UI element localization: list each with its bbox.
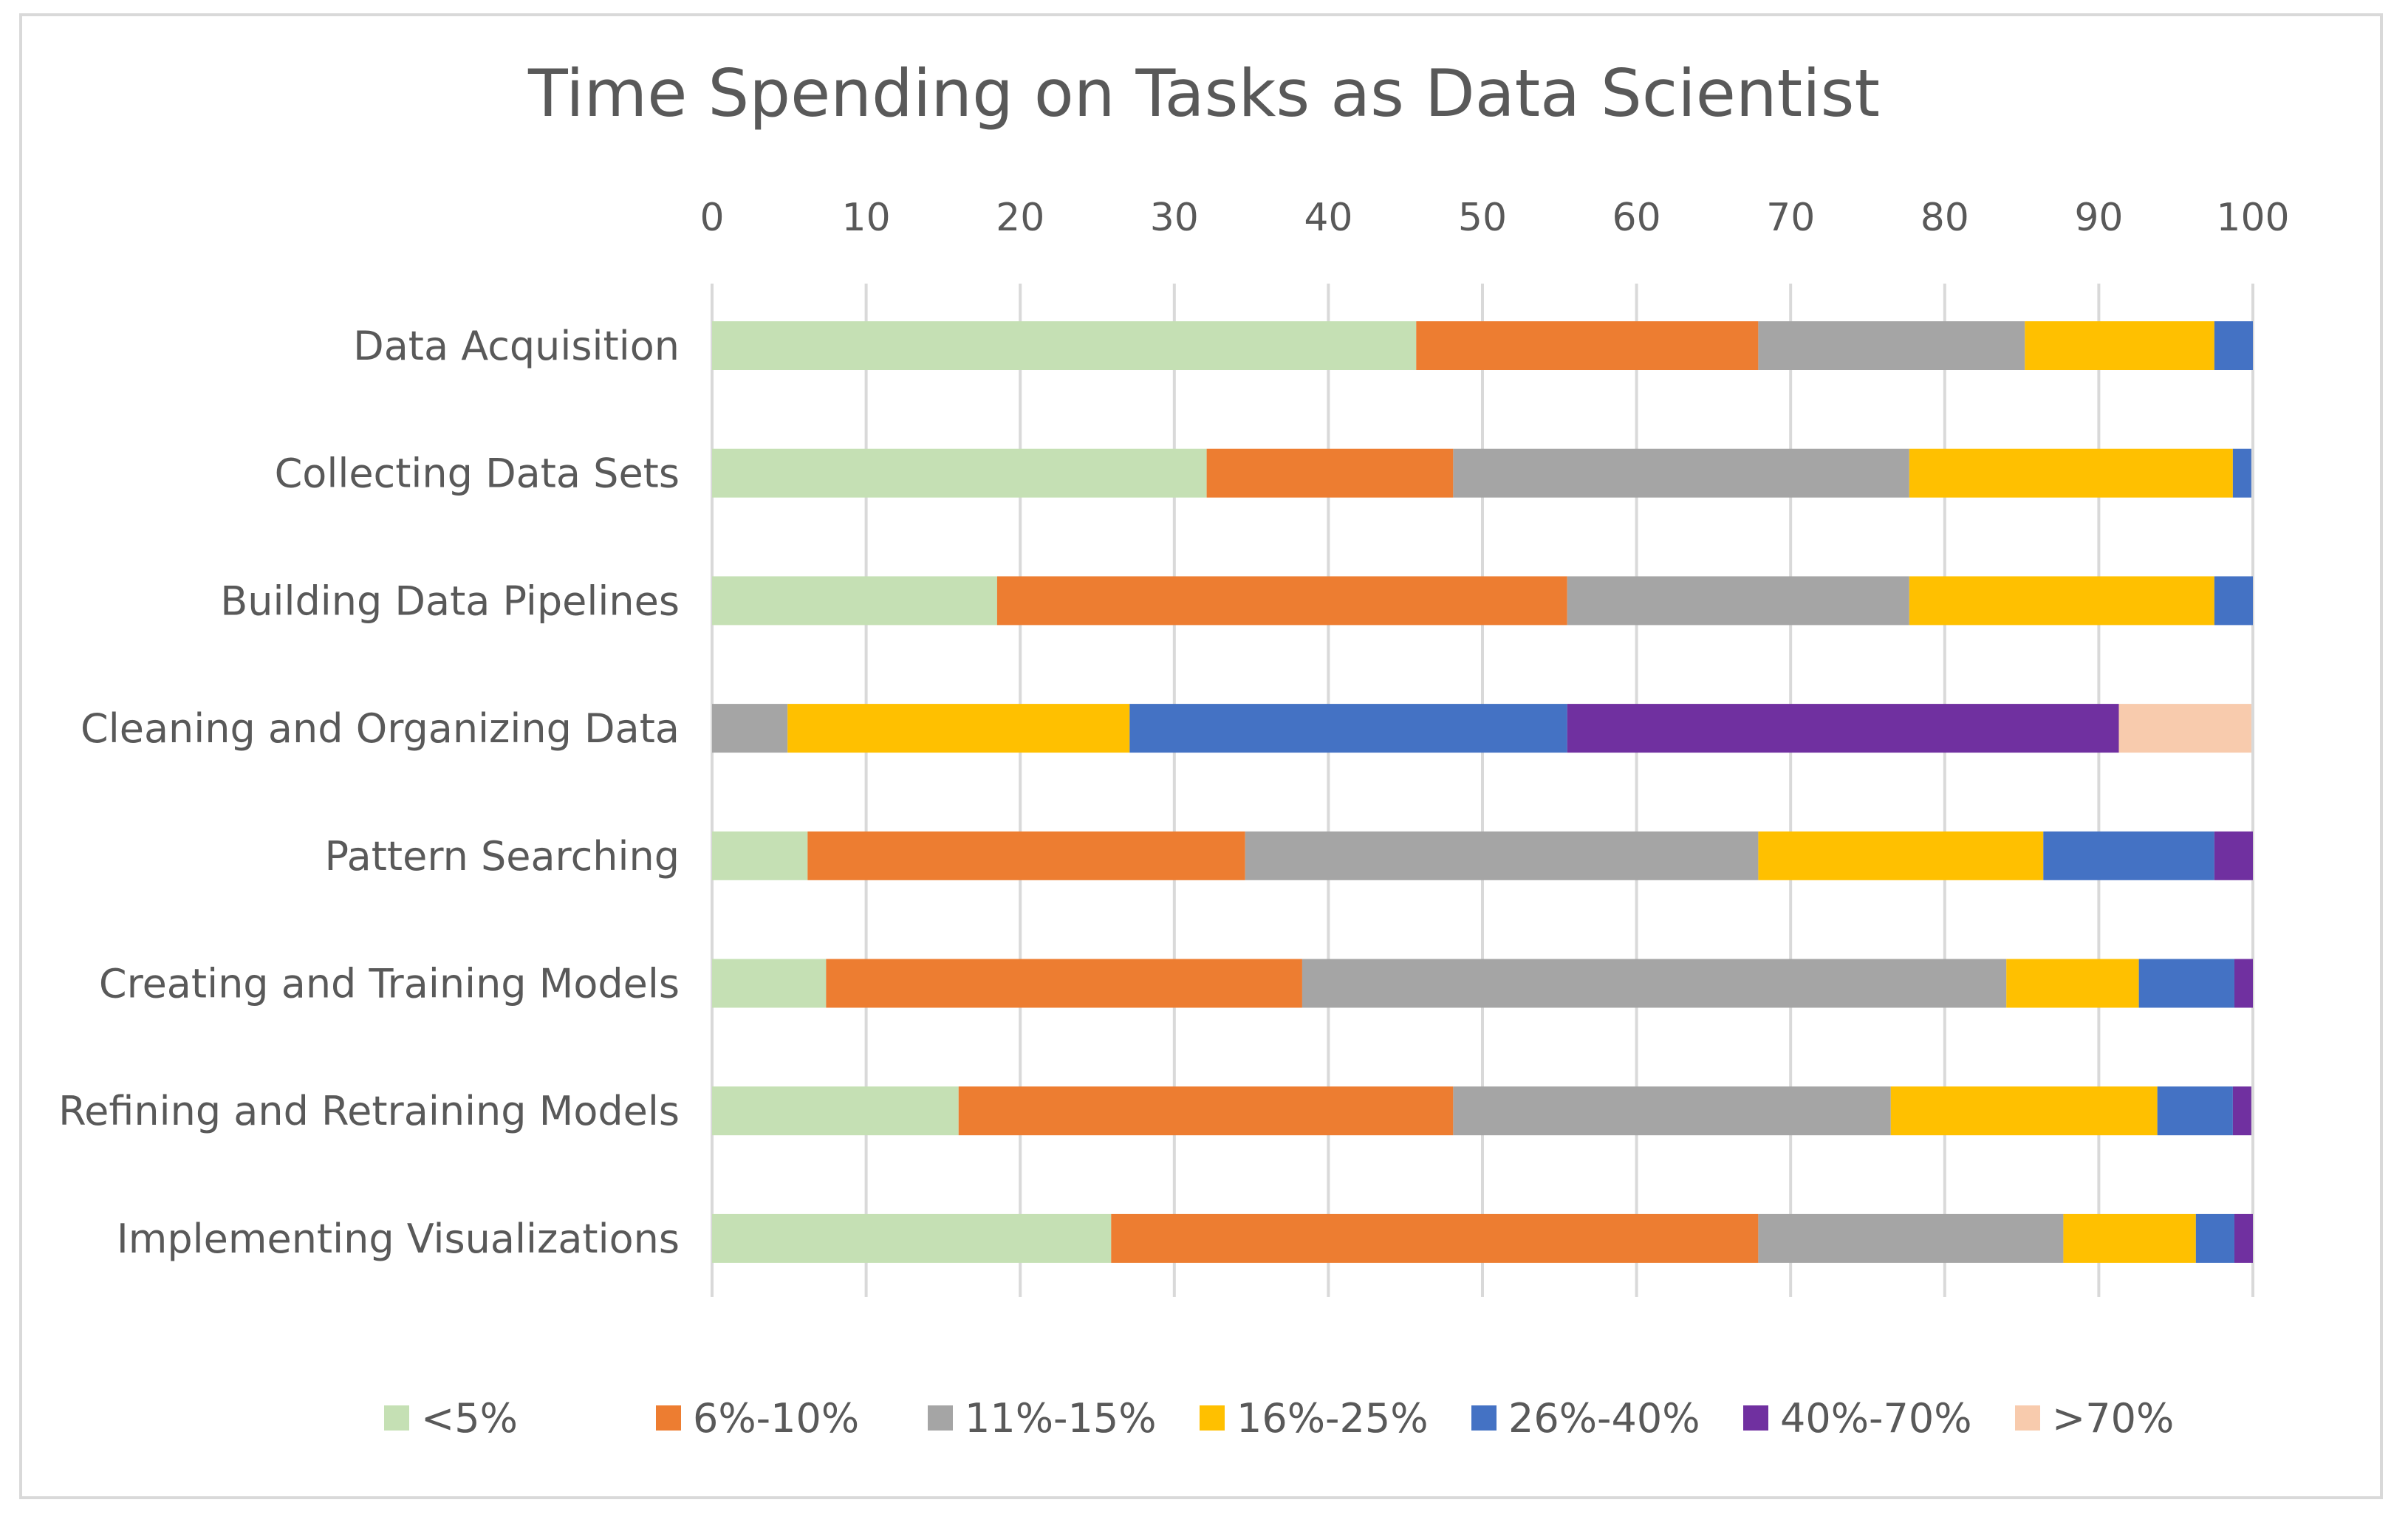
bar-segment-6-3 bbox=[1890, 1086, 2158, 1136]
category-labels: Data Acquisition Collecting Data Sets Buil… bbox=[58, 323, 680, 1262]
bar-segment-7-3 bbox=[2063, 1213, 2196, 1263]
bar-segment-7-2 bbox=[1758, 1213, 2064, 1263]
legend-label: 40%-70% bbox=[1780, 1395, 1972, 1442]
bar-segment-0-0 bbox=[712, 321, 1417, 370]
category-label: Building Data Pipelines bbox=[220, 578, 680, 624]
x-tick-label: 80 bbox=[1920, 196, 1969, 240]
bar-segment-6-2 bbox=[1453, 1086, 1891, 1136]
bar-segment-2-0 bbox=[712, 576, 997, 626]
bar-segment-2-4 bbox=[2214, 576, 2253, 626]
legend: <5% 6%-10% 11%-15% 16%-25% 26%-40% 40%-70% >70… bbox=[384, 1395, 2174, 1442]
bar-segment-1-1 bbox=[1206, 448, 1454, 498]
bar-segment-1-2 bbox=[1453, 448, 1909, 498]
category-label: Pattern Searching bbox=[325, 833, 680, 880]
bar-segment-0-2 bbox=[1758, 321, 2025, 370]
bar-segment-3-6 bbox=[2118, 704, 2251, 753]
bar-segment-1-3 bbox=[1909, 448, 2233, 498]
bar-segment-2-2 bbox=[1567, 576, 1909, 626]
bar-segment-5-0 bbox=[712, 959, 827, 1008]
bar-segment-5-3 bbox=[2006, 959, 2139, 1008]
category-label: Data Acquisition bbox=[353, 323, 680, 369]
x-tick-label: 60 bbox=[1612, 196, 1661, 240]
bar-segment-1-0 bbox=[712, 448, 1207, 498]
x-axis-ticks: 0 10 20 30 40 50 60 70 80 90 100 bbox=[700, 196, 2289, 240]
legend-swatch-1 bbox=[656, 1405, 681, 1431]
bar-segment-4-2 bbox=[1245, 831, 1759, 880]
bar-segment-5-5 bbox=[2234, 959, 2253, 1008]
bar-segment-4-0 bbox=[712, 831, 808, 880]
bar-segment-5-4 bbox=[2138, 959, 2234, 1008]
x-tick-label: 0 bbox=[700, 196, 724, 240]
bar-segment-6-5 bbox=[2232, 1086, 2251, 1136]
bar-segment-5-2 bbox=[1302, 959, 2007, 1008]
bar-segment-0-3 bbox=[2025, 321, 2214, 370]
x-tick-label: 10 bbox=[842, 196, 891, 240]
x-tick-label: 50 bbox=[1458, 196, 1507, 240]
bar-segment-3-3 bbox=[787, 704, 1130, 753]
category-label: Cleaning and Organizing Data bbox=[81, 705, 680, 752]
legend-label: <5% bbox=[421, 1395, 518, 1442]
bar-segment-4-5 bbox=[2214, 831, 2253, 880]
category-label: Creating and Training Models bbox=[99, 961, 680, 1007]
bar-segment-3-5 bbox=[1567, 704, 2119, 753]
legend-swatch-6 bbox=[2015, 1405, 2040, 1431]
bar-segment-0-1 bbox=[1416, 321, 1759, 370]
legend-label: 11%-15% bbox=[965, 1395, 1157, 1442]
bars bbox=[712, 321, 2253, 1263]
bar-segment-5-1 bbox=[826, 959, 1302, 1008]
bar-segment-2-1 bbox=[996, 576, 1567, 626]
category-label: Collecting Data Sets bbox=[275, 450, 680, 497]
bar-segment-7-1 bbox=[1111, 1213, 1759, 1263]
bar-segment-3-2 bbox=[712, 704, 788, 753]
bar-segment-7-5 bbox=[2234, 1213, 2253, 1263]
x-tick-label: 40 bbox=[1304, 196, 1352, 240]
x-tick-label: 30 bbox=[1150, 196, 1199, 240]
category-label: Refining and Retraining Models bbox=[58, 1088, 680, 1134]
bar-segment-2-3 bbox=[1909, 576, 2214, 626]
legend-label: 6%-10% bbox=[693, 1395, 859, 1442]
bar-segment-3-4 bbox=[1129, 704, 1567, 753]
legend-swatch-0 bbox=[384, 1405, 409, 1431]
stacked-bar-chart: Time Spending on Tasks as Data Scientist… bbox=[58, 55, 2290, 1442]
bar-segment-6-0 bbox=[712, 1086, 959, 1136]
category-label: Implementing Visualizations bbox=[117, 1216, 680, 1262]
x-tick-label: 70 bbox=[1766, 196, 1815, 240]
bar-segment-1-4 bbox=[2232, 448, 2251, 498]
bar-segment-6-4 bbox=[2157, 1086, 2233, 1136]
legend-label: >70% bbox=[2052, 1395, 2174, 1442]
legend-label: 16%-25% bbox=[1237, 1395, 1429, 1442]
x-tick-label: 20 bbox=[996, 196, 1044, 240]
bar-segment-7-4 bbox=[2195, 1213, 2234, 1263]
legend-swatch-3 bbox=[1200, 1405, 1225, 1431]
bar-segment-4-4 bbox=[2043, 831, 2214, 880]
bar-segment-4-1 bbox=[807, 831, 1245, 880]
legend-swatch-5 bbox=[1743, 1405, 1768, 1431]
legend-swatch-2 bbox=[928, 1405, 953, 1431]
bar-segment-6-1 bbox=[958, 1086, 1454, 1136]
chart-title: Time Spending on Tasks as Data Scientist bbox=[527, 55, 1880, 131]
legend-label: 26%-40% bbox=[1508, 1395, 1700, 1442]
chart-frame: Time Spending on Tasks as Data Scientist… bbox=[19, 13, 2383, 1499]
legend-swatch-4 bbox=[1471, 1405, 1497, 1431]
bar-segment-4-3 bbox=[1758, 831, 2044, 880]
x-tick-label: 100 bbox=[2216, 196, 2289, 240]
bar-segment-7-0 bbox=[712, 1213, 1112, 1263]
x-tick-label: 90 bbox=[2074, 196, 2123, 240]
gridlines bbox=[711, 284, 2254, 1297]
bar-segment-0-4 bbox=[2214, 321, 2253, 370]
